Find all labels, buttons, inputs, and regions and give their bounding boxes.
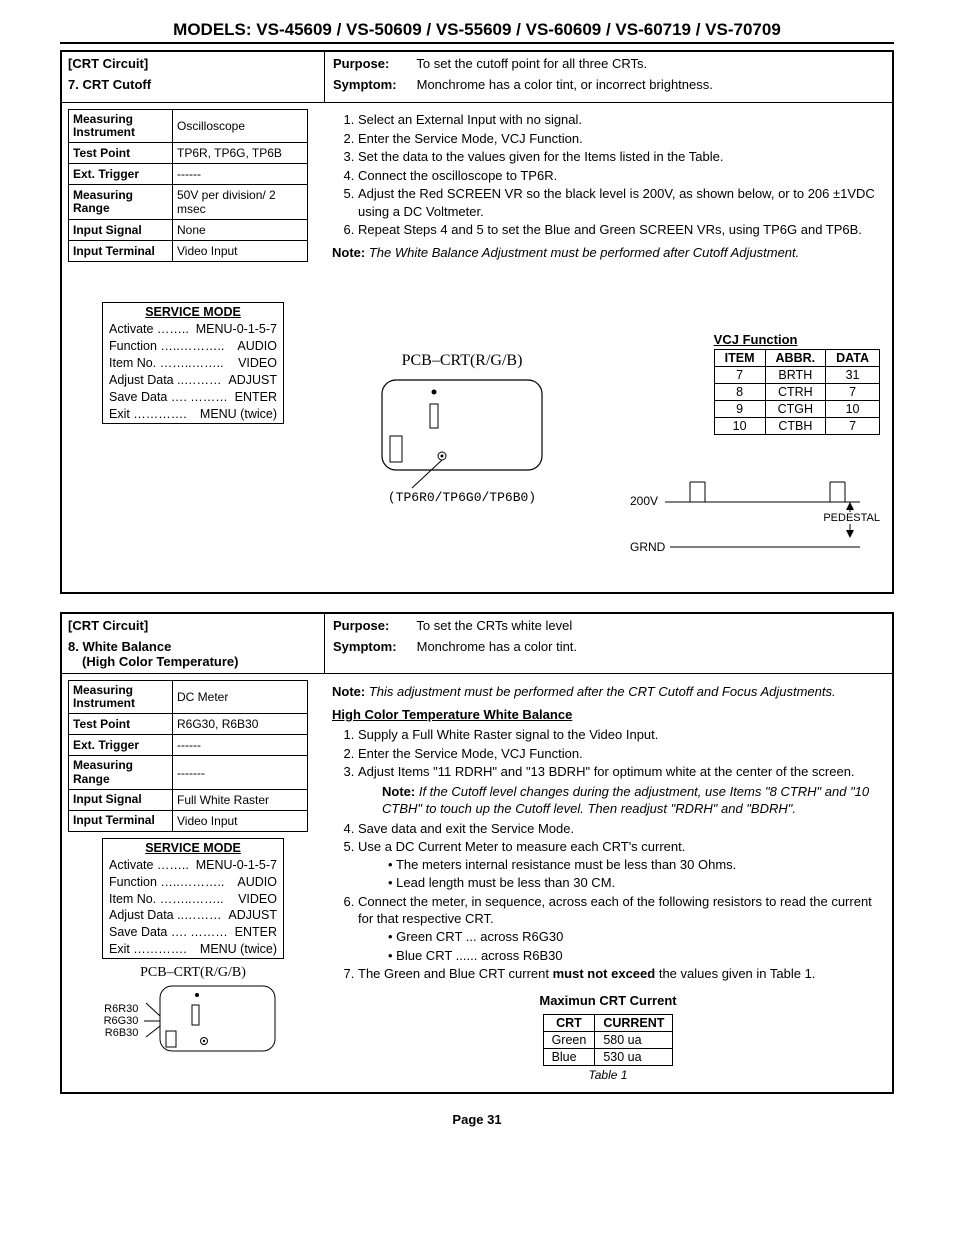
maxcrt-table: CRTCURRENT Green580 ua Blue530 ua — [543, 1014, 674, 1066]
section-7: [CRT Circuit] 7. CRT Cutoff Purpose: To … — [60, 50, 894, 594]
pcb-diagram-8: PCB–CRT(R/G/B) R6R30 R6G30 R6B30 — [68, 965, 318, 1061]
page-number: Page 31 — [60, 1112, 894, 1127]
circuit-label-7: [CRT Circuit] — [68, 56, 318, 71]
note-8: Note: This adjustment must be performed … — [332, 684, 884, 699]
symptom-text-7: Monchrome has a color tint, or incorrect… — [417, 77, 713, 92]
subhead-8: High Color Temperature White Balance — [332, 707, 884, 722]
maxcrt-title: Maximun CRT Current — [332, 993, 884, 1008]
section-8-title: 8. White Balance — [68, 639, 318, 654]
purpose-label: Purpose: — [333, 56, 413, 71]
section-7-title: 7. CRT Cutoff — [68, 77, 318, 92]
note-7: Note: The White Balance Adjustment must … — [332, 245, 884, 260]
section-8-subtitle: (High Color Temperature) — [82, 654, 318, 669]
meas-table-8: Measuring InstrumentDC Meter Test PointR… — [68, 680, 308, 832]
purpose-text-8: To set the CRTs white level — [416, 618, 572, 633]
steps-list-8: Supply a Full White Raster signal to the… — [332, 726, 884, 983]
circuit-label-8: [CRT Circuit] — [68, 618, 318, 633]
purpose-text-7: To set the cutoff point for all three CR… — [416, 56, 647, 71]
steps-list-7: Select an External Input with no signal.… — [332, 111, 884, 239]
symptom-label-8: Symptom: — [333, 639, 413, 654]
service-mode-box-7: SERVICE MODE Activate ……..MENU-0-1-5-7 F… — [102, 302, 284, 423]
meas-table-7: Measuring InstrumentOscilloscope Test Po… — [68, 109, 308, 262]
symptom-text-8: Monchrome has a color tint. — [417, 639, 577, 654]
waveform-diagram: 200V PEDESTAL GRND — [630, 452, 880, 565]
symptom-label: Symptom: — [333, 77, 413, 92]
pcb-diagram-7: PCB–CRT(R/G/B) (TP6R0/TP6G0/TP6B0) — [362, 352, 562, 505]
vcj-table-block: VCJ Function ITEMABBR.DATA 7BRTH31 8CTRH… — [714, 332, 880, 435]
table1-caption: Table 1 — [332, 1068, 884, 1082]
service-mode-box-8: SERVICE MODE Activate ……..MENU-0-1-5-7 F… — [102, 838, 284, 959]
models-header: MODELS: VS-45609 / VS-50609 / VS-55609 /… — [60, 20, 894, 44]
purpose-label-8: Purpose: — [333, 618, 413, 633]
section-8: [CRT Circuit] 8. White Balance (High Col… — [60, 612, 894, 1094]
